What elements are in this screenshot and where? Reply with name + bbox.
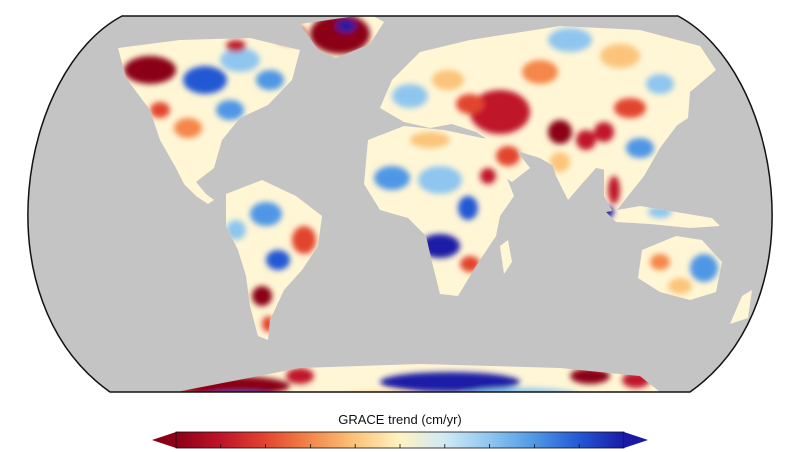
trend-anomaly <box>174 118 202 138</box>
trend-anomaly <box>124 56 176 84</box>
trend-anomaly <box>340 392 420 404</box>
trend-anomaly <box>480 168 496 184</box>
trend-anomaly <box>250 202 282 226</box>
trend-anomaly <box>460 388 580 392</box>
trend-anomaly <box>292 226 316 254</box>
trend-anomaly <box>594 122 614 142</box>
trend-anomaly <box>458 196 478 220</box>
map-svg <box>27 15 773 404</box>
trend-anomaly <box>456 94 484 114</box>
colorbar: GRACE trend (cm/yr) <box>150 412 650 452</box>
trend-anomaly <box>690 254 718 282</box>
trend-anomaly <box>226 220 246 240</box>
trend-anomaly <box>286 368 314 384</box>
trend-anomaly <box>522 60 558 84</box>
globe-outline <box>27 15 773 393</box>
colorbar-low-extend-arrow <box>152 432 176 448</box>
colorbar-ticks <box>220 444 580 448</box>
trend-anomaly <box>496 146 520 166</box>
trend-anomaly <box>266 250 290 270</box>
trend-anomaly <box>374 166 410 190</box>
world-map <box>27 15 773 404</box>
colorbar-svg <box>152 431 648 449</box>
trend-anomaly <box>614 98 646 118</box>
trend-anomaly <box>646 74 674 94</box>
trend-anomaly <box>392 84 428 108</box>
trend-anomaly <box>608 176 620 204</box>
colorbar-label: GRACE trend (cm/yr) <box>338 412 462 427</box>
trend-anomaly <box>650 254 670 270</box>
trend-anomaly <box>256 70 284 90</box>
trend-anomaly <box>576 130 596 150</box>
trend-anomaly <box>550 152 570 172</box>
trend-anomaly <box>220 48 260 72</box>
trend-anomaly <box>336 20 356 32</box>
trend-anomaly <box>252 286 272 306</box>
trend-anomaly <box>216 100 244 120</box>
trend-anomaly <box>668 278 692 294</box>
trend-anomaly <box>570 368 610 384</box>
trend-anomaly <box>548 120 572 144</box>
trend-anomaly <box>150 102 170 118</box>
trend-anomaly <box>432 70 464 90</box>
trend-anomaly <box>418 166 462 194</box>
trend-anomaly <box>380 372 520 392</box>
trend-anomaly <box>410 132 450 148</box>
trend-anomaly <box>626 138 654 158</box>
globe-area <box>27 16 773 404</box>
trend-anomaly <box>226 40 246 52</box>
trend-anomaly <box>548 28 592 52</box>
colorbar-high-extend-arrow <box>624 432 648 448</box>
trend-anomaly <box>420 234 460 258</box>
trend-anomaly <box>470 90 530 134</box>
trend-anomaly <box>183 66 227 94</box>
trend-anomaly <box>200 392 280 404</box>
trend-anomaly <box>600 44 640 68</box>
